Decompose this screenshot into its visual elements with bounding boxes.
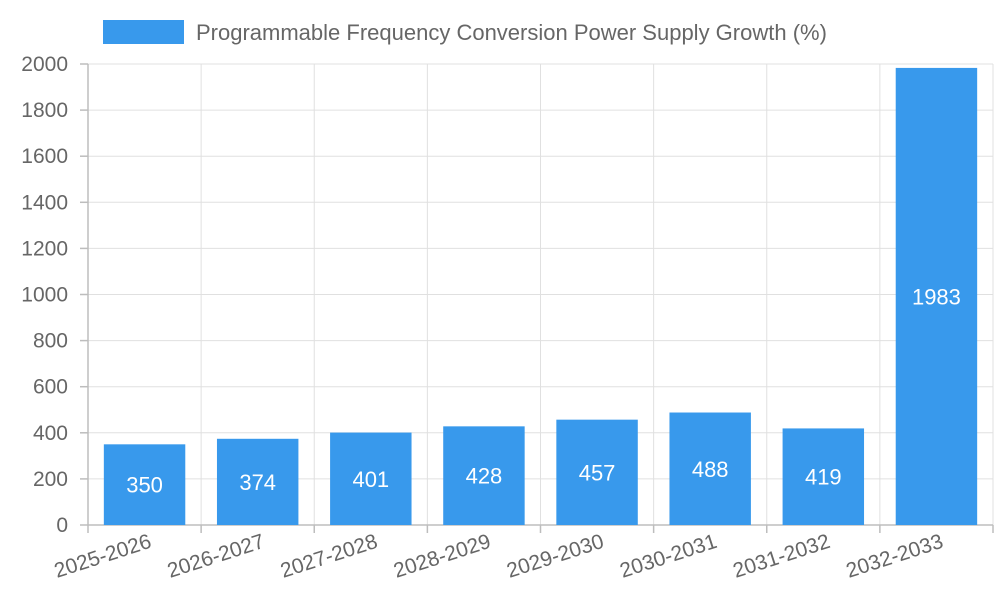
bars — [103, 67, 978, 525]
y-tick-label: 1800 — [21, 99, 68, 122]
bar-2032-2033[interactable] — [895, 67, 978, 525]
x-tick-label: 2025-2026 — [51, 530, 154, 583]
data-label-2025-2026: 350 — [126, 473, 163, 498]
data-label-2026-2027: 374 — [239, 470, 276, 495]
y-tick-label: 800 — [33, 330, 68, 353]
bar-2027-2028[interactable] — [330, 432, 412, 525]
data-label-2027-2028: 401 — [352, 467, 389, 492]
x-tick-label: 2029-2030 — [504, 530, 607, 583]
x-tick-label: 2026-2027 — [165, 530, 268, 583]
x-axis-tick-labels: 2025-2026 2026-2027 2027-2028 2028-2029 2029… — [51, 530, 946, 583]
y-tick-label: 0 — [56, 514, 68, 537]
x-tick-label: 2031-2032 — [730, 530, 833, 583]
legend-label: Programmable Frequency Conversion Power … — [196, 20, 827, 45]
data-label-2030-2031: 488 — [692, 457, 729, 482]
y-tick-label: 400 — [33, 422, 68, 445]
legend-swatch — [103, 20, 184, 44]
x-tick-label: 2027-2028 — [278, 530, 381, 583]
y-tick-label: 1000 — [21, 284, 68, 307]
x-tick-label: 2030-2031 — [617, 530, 720, 583]
y-tick-label: 1400 — [21, 191, 68, 214]
bar-2028-2029[interactable] — [443, 426, 525, 525]
bar-2031-2032[interactable] — [782, 428, 865, 525]
x-tick-label: 2032-2033 — [843, 530, 946, 583]
y-tick-label: 200 — [33, 468, 68, 491]
bar-2030-2031[interactable] — [669, 412, 751, 525]
y-tick-label: 1200 — [21, 237, 68, 260]
legend[interactable]: Programmable Frequency Conversion Power … — [103, 20, 827, 45]
data-label-2032-2033: 1983 — [912, 284, 961, 309]
bar-2025-2026[interactable] — [103, 444, 186, 525]
x-tick-label: 2028-2029 — [391, 530, 494, 583]
y-tick-label: 1600 — [21, 145, 68, 168]
y-tick-label: 2000 — [21, 53, 68, 76]
y-tick-label: 600 — [33, 376, 68, 399]
data-label-2029-2030: 457 — [579, 460, 616, 485]
data-label-2028-2029: 428 — [466, 464, 503, 489]
bar-2029-2030[interactable] — [556, 419, 638, 525]
data-label-2031-2032: 419 — [805, 465, 842, 490]
data-labels: 350 374 401 428 457 488 419 1983 — [126, 284, 961, 497]
y-axis-tick-labels: 0 200 400 600 800 1000 1200 1400 1600 1800 2000 — [21, 53, 68, 537]
bar-2026-2027[interactable] — [216, 438, 299, 525]
